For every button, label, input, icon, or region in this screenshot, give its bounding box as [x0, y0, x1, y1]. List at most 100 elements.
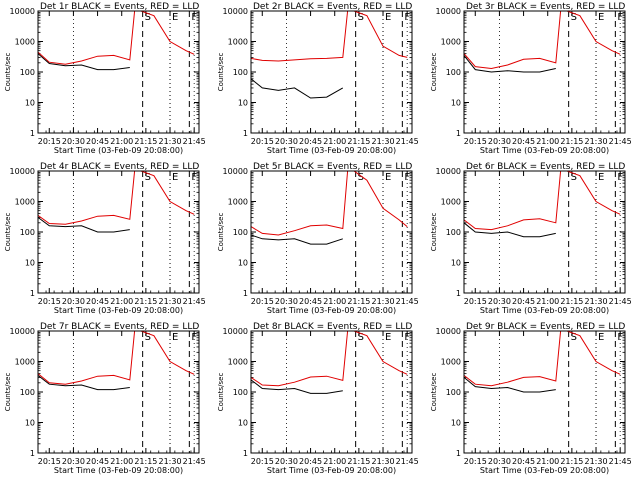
marker-label: F	[191, 172, 197, 183]
x-tick-label: 21:15	[347, 457, 370, 466]
x-tick-label: 20:15	[464, 297, 487, 306]
y-tick-label: 10000	[10, 7, 35, 16]
marker-label: S	[571, 12, 577, 23]
series-line-lld	[251, 331, 408, 387]
x-tick-label: 20:45	[299, 137, 322, 146]
series-line-lld	[38, 331, 195, 385]
x-tick-label: 21:15	[560, 297, 583, 306]
detector-chart-5: Det 5r BLACK = Events, RED = LLD Counts/s…	[217, 162, 419, 315]
x-tick-label: 20:45	[299, 457, 322, 466]
y-tick-label: 100	[233, 228, 248, 237]
detector-chart-2: Det 2r BLACK = Events, RED = LLD Counts/s…	[217, 2, 419, 155]
series-line-lld	[251, 11, 408, 62]
x-tick-label: 21:15	[560, 457, 583, 466]
y-tick-label: 1	[30, 289, 35, 298]
marker-label: E	[598, 332, 604, 343]
detector-chart-1: Det 1r BLACK = Events, RED = LLD Counts/s…	[4, 2, 206, 155]
x-tick-label: 20:45	[512, 457, 535, 466]
series-line-events	[38, 53, 130, 71]
marker-label: S	[358, 12, 364, 23]
marker-label: F	[617, 12, 623, 23]
x-tick-label: 20:15	[251, 457, 274, 466]
x-tick-label: 21:15	[134, 297, 157, 306]
chart-title: Det 9r BLACK = Events, RED = LLD	[466, 322, 625, 332]
x-tick-label: 21:15	[347, 297, 370, 306]
chart-title: Det 7r BLACK = Events, RED = LLD	[40, 322, 199, 332]
x-tick-label: 21:00	[536, 297, 559, 306]
x-tick-label: 20:45	[86, 457, 109, 466]
y-tick-label: 100	[446, 388, 461, 397]
chart-title: Det 2r BLACK = Events, RED = LLD	[253, 2, 412, 12]
x-tick-label: 21:00	[536, 137, 559, 146]
x-axis-label: Start Time (03-Feb-09 20:08:00)	[267, 466, 396, 475]
series-line-events	[464, 55, 556, 73]
series-line-events	[464, 222, 556, 238]
chart-title: Det 4r BLACK = Events, RED = LLD	[40, 162, 199, 172]
x-tick-label: 21:30	[158, 137, 181, 146]
y-axis-label: Counts/sec	[4, 373, 12, 412]
x-tick-label: 21:15	[560, 137, 583, 146]
x-tick-label: 20:30	[488, 297, 511, 306]
series-line-events	[38, 375, 130, 391]
marker-label: S	[145, 172, 151, 183]
y-tick-label: 10	[238, 99, 248, 108]
y-axis-label: Counts/sec	[430, 53, 438, 92]
x-tick-label: 21:00	[536, 457, 559, 466]
detector-chart-9: Det 9r BLACK = Events, RED = LLD Counts/s…	[430, 322, 632, 475]
x-axis-label: Start Time (03-Feb-09 20:08:00)	[267, 146, 396, 155]
x-tick-label: 20:45	[512, 137, 535, 146]
y-tick-label: 10	[451, 99, 461, 108]
detector-chart-3: Det 3r BLACK = Events, RED = LLD Counts/s…	[430, 2, 632, 155]
x-tick-label: 21:00	[323, 137, 346, 146]
series-line-events	[464, 377, 556, 393]
x-tick-label: 21:30	[584, 137, 607, 146]
marker-label: F	[404, 332, 410, 343]
y-tick-label: 1	[243, 289, 248, 298]
marker-label: F	[404, 172, 410, 183]
y-tick-label: 1	[456, 129, 461, 138]
plot-frame	[250, 330, 413, 454]
y-tick-label: 1000	[441, 38, 461, 47]
series-line-lld	[464, 331, 621, 387]
y-tick-label: 1000	[228, 198, 248, 207]
x-tick-label: 21:45	[183, 297, 206, 306]
y-tick-label: 100	[446, 228, 461, 237]
x-axis-label: Start Time (03-Feb-09 20:08:00)	[267, 306, 396, 315]
y-tick-label: 10	[25, 259, 35, 268]
y-tick-label: 1000	[441, 198, 461, 207]
y-tick-label: 1	[243, 129, 248, 138]
y-axis-label: Counts/sec	[430, 373, 438, 412]
x-tick-label: 21:00	[323, 297, 346, 306]
x-tick-label: 21:30	[158, 297, 181, 306]
y-tick-label: 10000	[10, 327, 35, 336]
y-tick-label: 10	[451, 259, 461, 268]
plot-frame	[463, 330, 626, 454]
x-tick-label: 20:15	[38, 297, 61, 306]
x-tick-label: 20:45	[299, 297, 322, 306]
x-tick-label: 21:15	[134, 457, 157, 466]
x-tick-label: 21:45	[609, 457, 632, 466]
marker-label: E	[385, 12, 391, 23]
y-tick-label: 100	[20, 228, 35, 237]
plot-frame	[37, 330, 200, 454]
marker-label: S	[145, 332, 151, 343]
marker-label: F	[191, 332, 197, 343]
x-tick-label: 20:45	[86, 297, 109, 306]
y-tick-label: 10000	[436, 327, 461, 336]
marker-label: F	[617, 172, 623, 183]
x-axis-label: Start Time (03-Feb-09 20:08:00)	[54, 146, 183, 155]
x-tick-label: 21:45	[609, 297, 632, 306]
marker-label: E	[598, 172, 604, 183]
series-line-lld	[38, 171, 195, 225]
plot-frame	[250, 10, 413, 134]
series-line-lld	[464, 171, 621, 231]
plot-frame	[37, 170, 200, 294]
x-tick-label: 20:30	[275, 297, 298, 306]
detector-chart-6: Det 6r BLACK = Events, RED = LLD Counts/s…	[430, 162, 632, 315]
detector-chart-7: Det 7r BLACK = Events, RED = LLD Counts/s…	[4, 322, 206, 475]
x-tick-label: 21:45	[396, 297, 419, 306]
marker-label: F	[191, 12, 197, 23]
marker-label: F	[617, 332, 623, 343]
y-tick-label: 1	[30, 129, 35, 138]
